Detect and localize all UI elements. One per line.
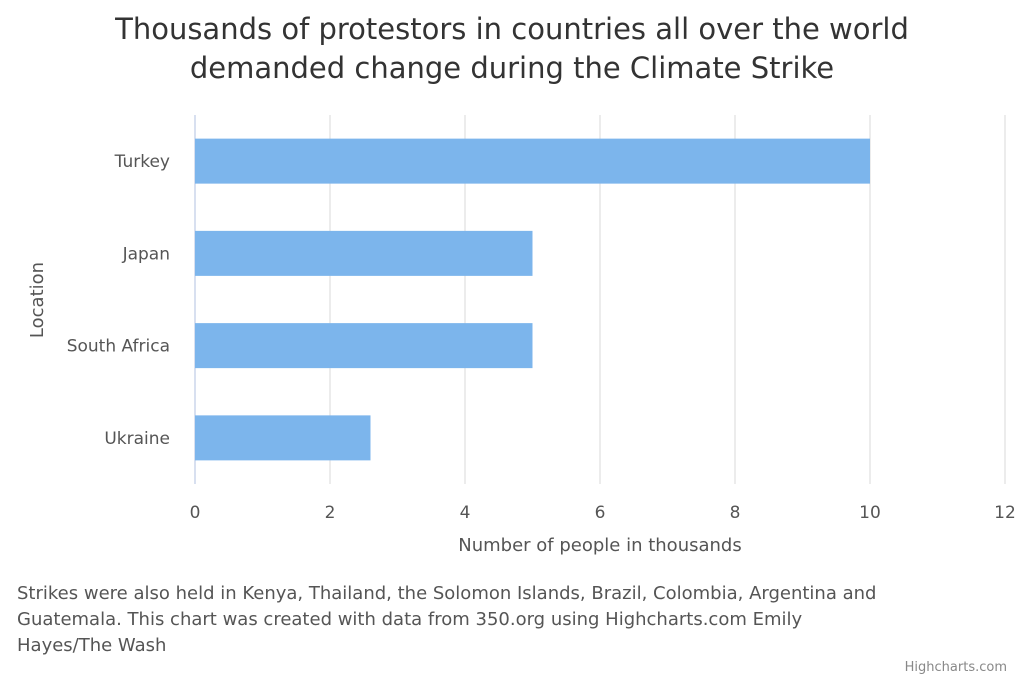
x-tick-label: 0 <box>190 503 201 523</box>
credits-link[interactable]: Highcharts.com <box>904 660 1007 675</box>
x-tick-label: 6 <box>595 503 606 523</box>
caption-line-2: Guatemala. This chart was created with d… <box>17 609 803 630</box>
x-axis-title: Number of people in thousands <box>458 535 741 556</box>
chart-title-line-2: demanded change during the Climate Strik… <box>189 51 835 85</box>
chart-caption: Strikes were also held in Kenya, Thailan… <box>17 581 997 659</box>
bar <box>195 230 533 276</box>
bar <box>195 138 870 184</box>
bar <box>195 323 533 369</box>
y-category-label: Turkey <box>114 152 170 172</box>
chart-title-line-1: Thousands of protestors in countries all… <box>115 12 909 46</box>
caption-line-1: Strikes were also held in Kenya, Thailan… <box>17 583 877 604</box>
x-tick-label: 10 <box>859 503 881 523</box>
x-tick-label: 8 <box>730 503 741 523</box>
x-tick-label: 12 <box>994 503 1016 523</box>
caption-line-3: Hayes/The Wash <box>17 635 167 656</box>
y-axis-title: Location <box>27 262 48 338</box>
y-category-label: South Africa <box>67 337 170 357</box>
y-category-label: Ukraine <box>104 429 170 449</box>
bar <box>195 415 371 461</box>
x-tick-label: 4 <box>460 503 471 523</box>
chart-title: Thousands of protestors in countries all… <box>0 10 1024 88</box>
x-tick-label: 2 <box>325 503 336 523</box>
y-category-label: Japan <box>122 244 170 264</box>
